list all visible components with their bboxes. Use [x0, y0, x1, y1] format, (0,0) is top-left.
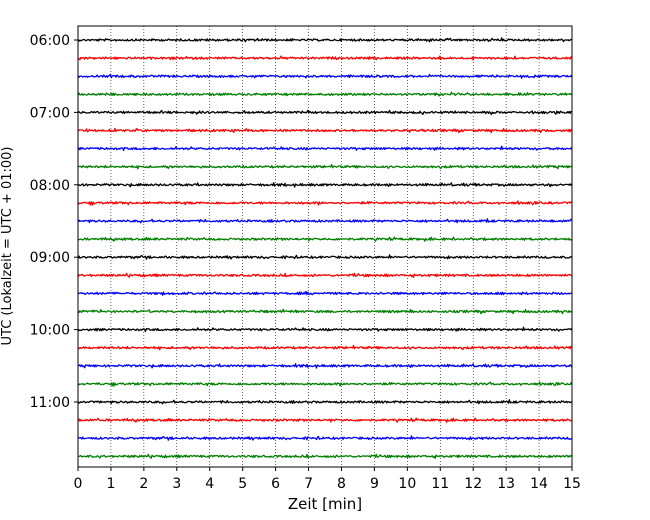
x-tick-label-7: 7: [304, 476, 313, 492]
x-tick-label-0: 0: [74, 476, 83, 492]
trace-0830: [77, 218, 573, 224]
trace-1045: [77, 381, 573, 387]
trace-0730: [77, 145, 573, 152]
x-tick-label-11: 11: [431, 476, 449, 492]
trace-0845: [77, 236, 573, 242]
x-tick-label-1: 1: [106, 476, 115, 492]
trace-1115: [77, 417, 573, 423]
trace-1015: [77, 344, 573, 351]
trace-1100: [77, 399, 573, 405]
x-tick-label-14: 14: [530, 476, 548, 492]
y-tick-label-3: 09:00: [30, 250, 70, 266]
trace-0915: [77, 272, 573, 279]
x-axis-label: Zeit [min]: [288, 495, 362, 513]
x-tick-label-3: 3: [172, 476, 181, 492]
y-tick-label-1: 07:00: [30, 105, 70, 121]
trace-0700: [77, 109, 573, 116]
x-tick-label-10: 10: [398, 476, 416, 492]
y-tick-label-4: 10:00: [30, 323, 70, 339]
y-tick-label-0: 06:00: [30, 33, 70, 49]
trace-0945: [77, 308, 573, 315]
trace-0815: [77, 200, 573, 206]
trace-0900: [77, 254, 573, 260]
trace-0745: [77, 163, 573, 170]
y-axis-ticks: 06:00 07:00 08:00 09:00 10:00 11:00: [30, 33, 78, 411]
trace-0615: [77, 55, 573, 61]
x-tick-label-5: 5: [238, 476, 247, 492]
plot-frame: [77, 25, 573, 468]
trace-0715: [77, 127, 573, 134]
trace-0600: [77, 37, 573, 43]
trace-1145: [77, 453, 573, 460]
x-tick-label-15: 15: [563, 476, 581, 492]
x-tick-label-6: 6: [271, 476, 280, 492]
x-tick-label-4: 4: [205, 476, 214, 492]
trace-0645: [77, 91, 573, 97]
x-tick-label-9: 9: [370, 476, 379, 492]
seismogram-traces: [77, 37, 573, 460]
x-tick-label-12: 12: [464, 476, 482, 492]
y-tick-label-2: 08:00: [30, 178, 70, 194]
trace-1130: [77, 435, 573, 441]
x-tick-label-2: 2: [139, 476, 148, 492]
x-axis-ticks: 0 1 2 3 4 5 6 7 8 9 10 11 12 13 14 15: [74, 467, 581, 492]
trace-1030: [77, 363, 573, 369]
trace-1000: [77, 326, 573, 333]
trace-0800: [77, 182, 573, 188]
y-axis-label: UTC (Lokalzeit = UTC + 01:00): [0, 147, 15, 346]
trace-0630: [77, 73, 573, 79]
trace-0930: [77, 290, 573, 296]
x-tick-label-8: 8: [337, 476, 346, 492]
x-tick-label-13: 13: [497, 476, 515, 492]
y-tick-label-5: 11:00: [30, 395, 70, 411]
